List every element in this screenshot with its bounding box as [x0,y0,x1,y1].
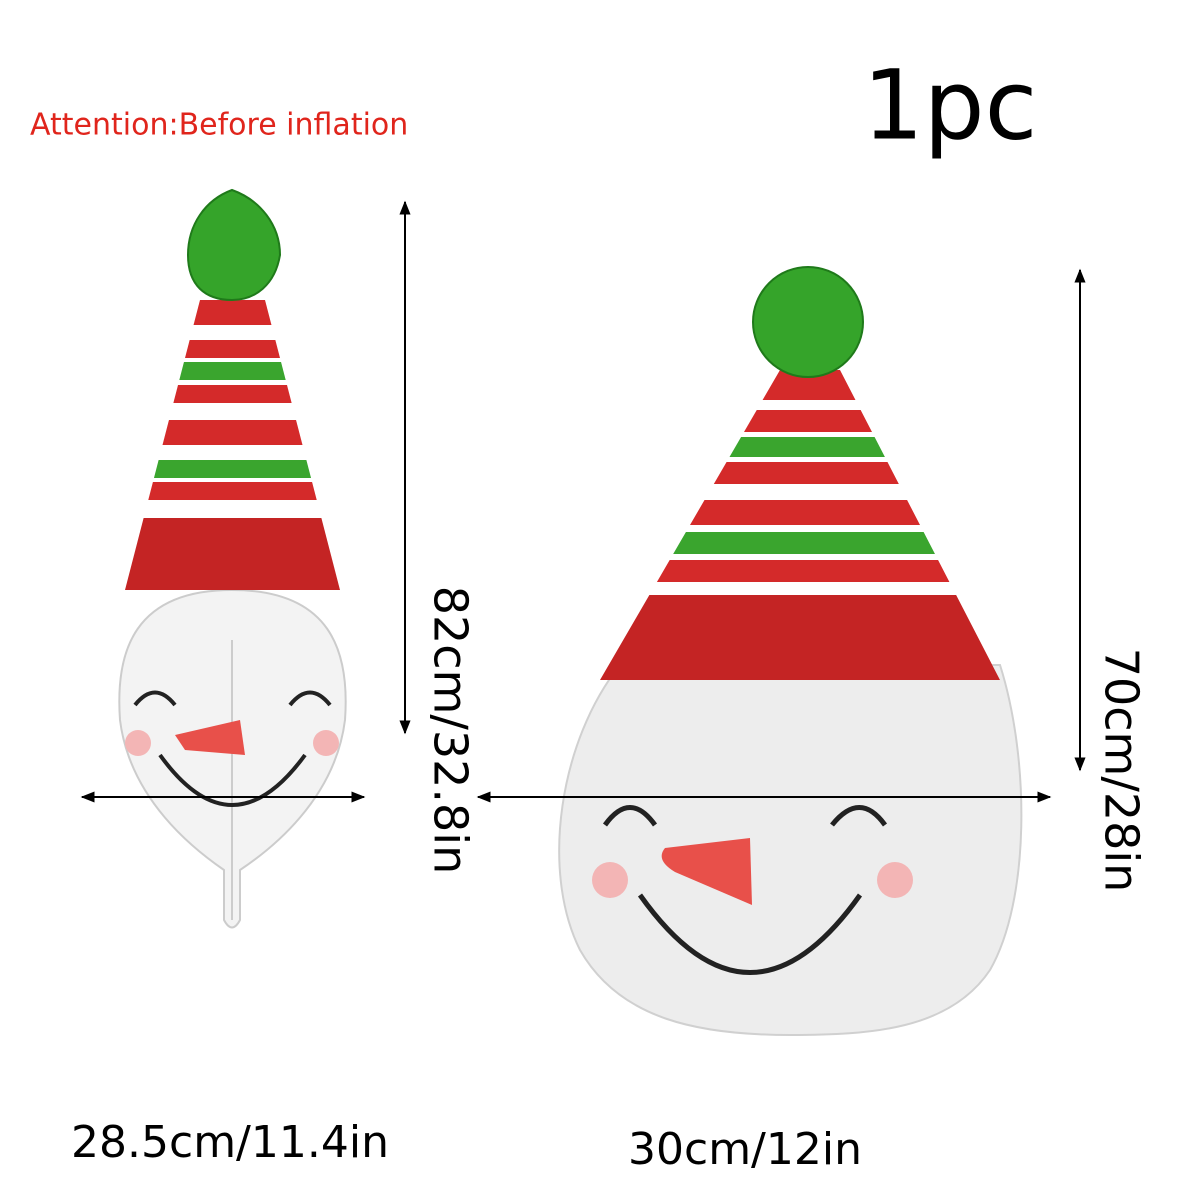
quantity: 1pc [863,49,1038,161]
attention-note: Attention:Before inflation [30,108,408,143]
width-label: 30cm/12in [628,1124,862,1175]
height-label: 70cm/28in [1095,648,1149,893]
height-label: 82cm/32.8in [424,586,478,875]
width-label: 28.5cm/11.4in [71,1117,389,1168]
